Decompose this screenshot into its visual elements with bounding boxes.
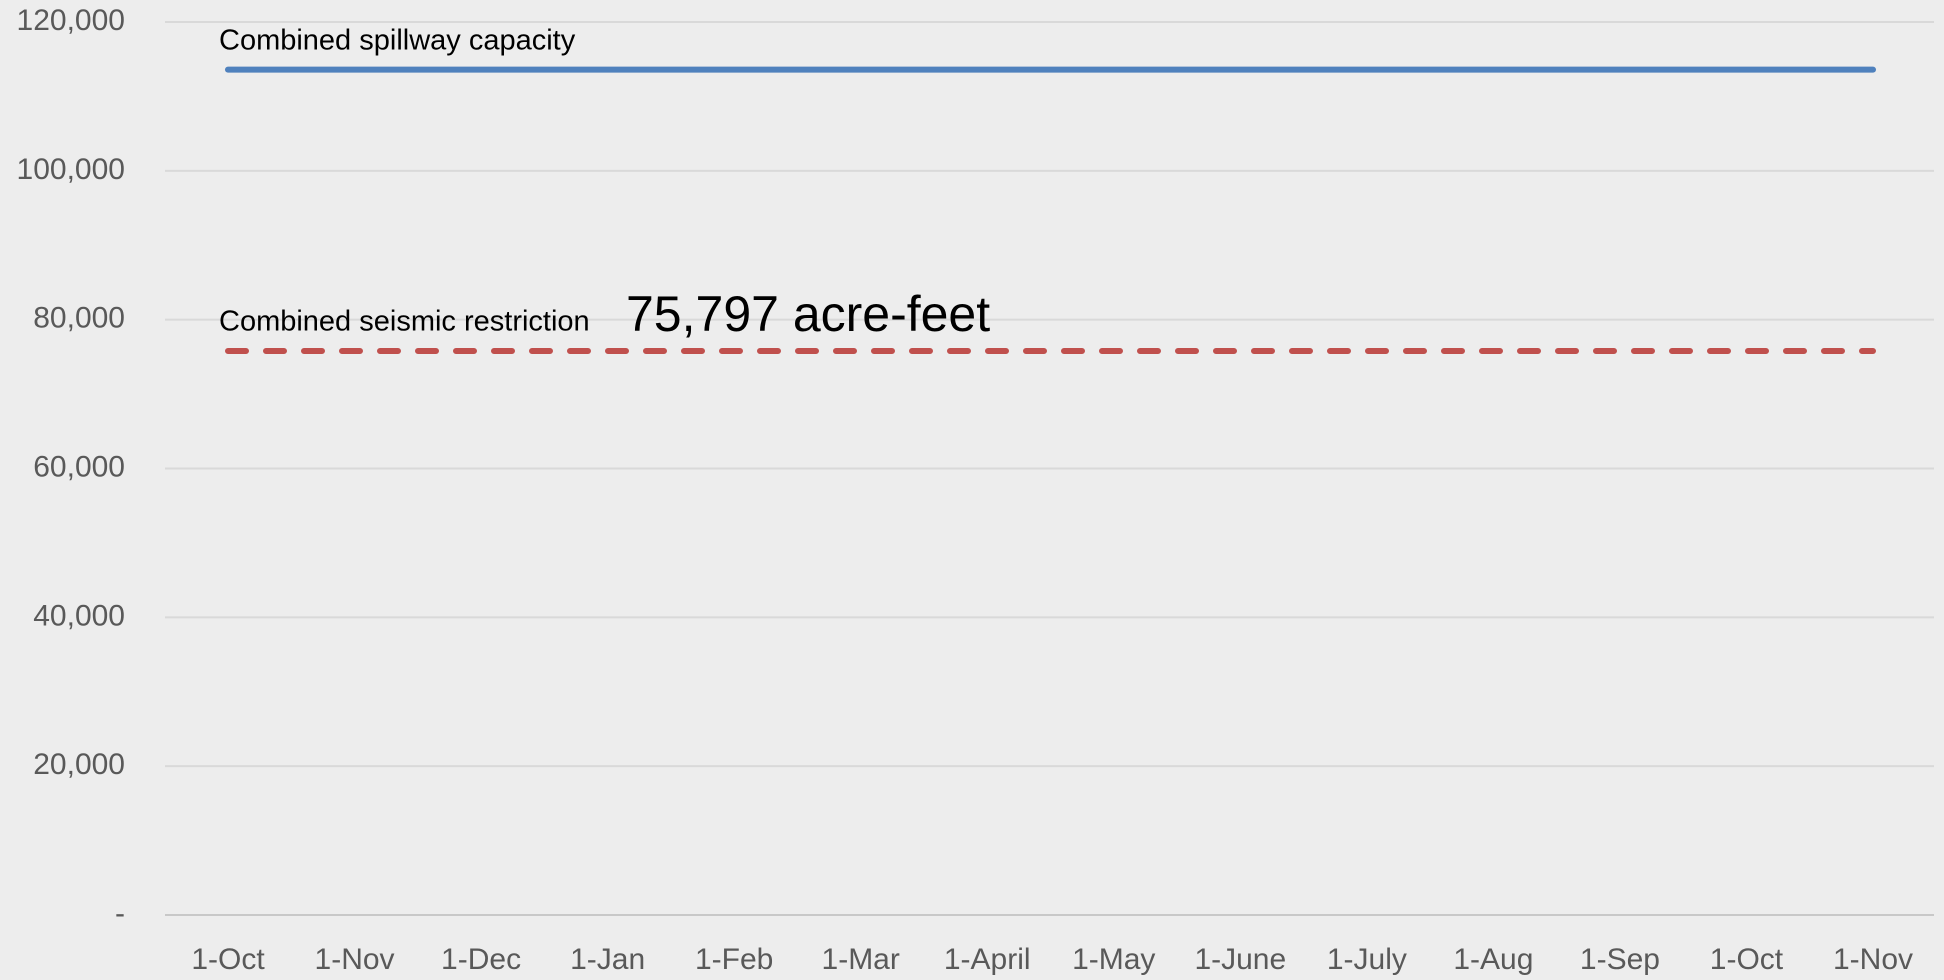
x-tick-label: 1-June — [1194, 943, 1286, 976]
x-tick-label: 1-Dec — [441, 943, 521, 976]
x-tick-label: 1-April — [944, 943, 1031, 976]
y-tick-label: 60,000 — [33, 450, 125, 483]
x-tick-label: 1-Nov — [1833, 943, 1913, 976]
y-tick-label: - — [115, 897, 125, 930]
x-tick-label: 1-Mar — [822, 943, 900, 976]
series-label: Combined spillway capacity — [219, 24, 576, 56]
y-tick-label: 20,000 — [33, 748, 125, 781]
x-tick-label: 1-Aug — [1453, 943, 1533, 976]
x-tick-label: 1-July — [1327, 943, 1407, 976]
x-tick-label: 1-Oct — [191, 943, 265, 976]
y-tick-label: 40,000 — [33, 599, 125, 632]
x-tick-label: 1-Jan — [570, 943, 645, 976]
y-tick-label: 120,000 — [17, 4, 125, 37]
y-tick-label: 100,000 — [17, 153, 125, 186]
x-tick-label: 1-Oct — [1710, 943, 1784, 976]
x-tick-label: 1-Nov — [315, 943, 395, 976]
x-tick-label: 1-Feb — [695, 943, 773, 976]
series-label: Combined seismic restriction — [219, 306, 590, 338]
annotation: 75,797 acre-feet — [626, 286, 990, 342]
x-tick-label: 1-May — [1072, 943, 1155, 976]
y-tick-label: 80,000 — [33, 302, 125, 335]
x-tick-label: 1-Sep — [1580, 943, 1660, 976]
